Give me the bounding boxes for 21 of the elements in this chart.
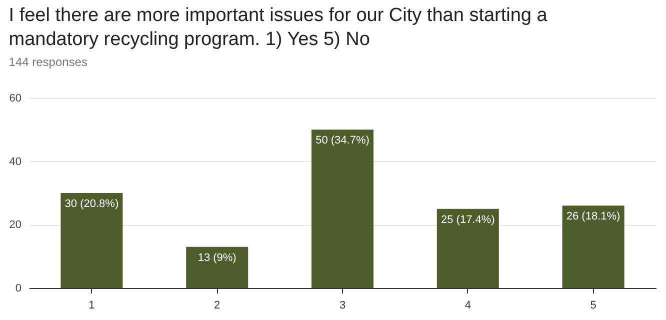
bar xyxy=(436,208,499,288)
bar xyxy=(186,246,248,288)
x-tick-label: 1 xyxy=(88,300,95,312)
x-tick-label: 2 xyxy=(214,300,220,312)
y-tick-label: 20 xyxy=(9,219,22,232)
y-tick-label: 40 xyxy=(9,156,22,168)
data-label: 30 (20.8%) xyxy=(64,198,119,210)
y-tick-label: 0 xyxy=(15,282,22,294)
data-label: 13 (9%) xyxy=(198,252,236,264)
x-tick-label: 5 xyxy=(590,300,596,312)
data-label: 26 (18.1%) xyxy=(566,210,620,223)
data-label: 50 (34.7%) xyxy=(316,134,370,147)
bar xyxy=(312,130,374,288)
chart-title: I feel there are more important issues for our City than starting a mandatory recycling program. 1) Yes 5) No xyxy=(8,5,548,50)
bar xyxy=(562,206,624,288)
y-tick-label: 60 xyxy=(9,92,22,104)
bar xyxy=(60,193,123,288)
chart-subtitle: 144 responses xyxy=(8,55,88,69)
data-label: 25 (17.4%) xyxy=(440,214,495,226)
x-tick-label: 3 xyxy=(339,300,346,312)
x-tick-label: 4 xyxy=(464,300,471,312)
